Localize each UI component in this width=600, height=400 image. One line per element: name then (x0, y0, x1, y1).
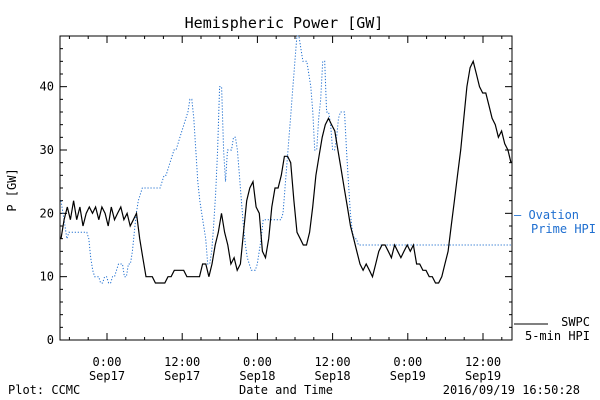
y-tick-label: 40 (40, 80, 54, 94)
y-axis-label: P [GW] (5, 168, 19, 211)
x-tick-time-label: 12:00 (315, 355, 351, 369)
x-tick-date-label: Sep19 (390, 369, 426, 383)
legend-ovation-line2: Prime HPI (531, 222, 596, 236)
series-ovation-line (60, 35, 511, 284)
x-tick-date-label: Sep17 (89, 369, 125, 383)
x-tick-time-label: 0:00 (393, 355, 422, 369)
legend-ovation-line1: — Ovation (514, 208, 579, 222)
y-tick-label: 10 (40, 270, 54, 284)
plot-border (59, 35, 513, 341)
y-tick-label: 30 (40, 143, 54, 157)
y-tick-label: 0 (47, 333, 54, 347)
x-tick-time-label: 12:00 (164, 355, 200, 369)
footer-credit: Plot: CCMC (8, 383, 80, 397)
x-tick-time-label: 12:00 (465, 355, 501, 369)
footer-timestamp: 2016/09/19 16:50:28 (443, 383, 580, 397)
x-tick-time-label: 0:00 (93, 355, 122, 369)
x-tick-date-label: Sep18 (315, 369, 351, 383)
chart-title: Hemispheric Power [GW] (185, 14, 384, 32)
x-tick-date-label: Sep19 (465, 369, 501, 383)
x-tick-date-label: Sep18 (239, 369, 275, 383)
x-axis-label: Date and Time (239, 383, 333, 397)
legend-swpc-line2: 5-min HPI (525, 329, 590, 343)
x-tick-time-label: 0:00 (243, 355, 272, 369)
x-tick-date-label: Sep17 (164, 369, 200, 383)
plot-area: 0102030400:00Sep1712:00Sep170:00Sep1812:… (40, 35, 596, 383)
series-swpc-line (60, 59, 512, 284)
legend-swpc-line1: SWPC (561, 315, 590, 329)
y-tick-label: 20 (40, 206, 54, 220)
